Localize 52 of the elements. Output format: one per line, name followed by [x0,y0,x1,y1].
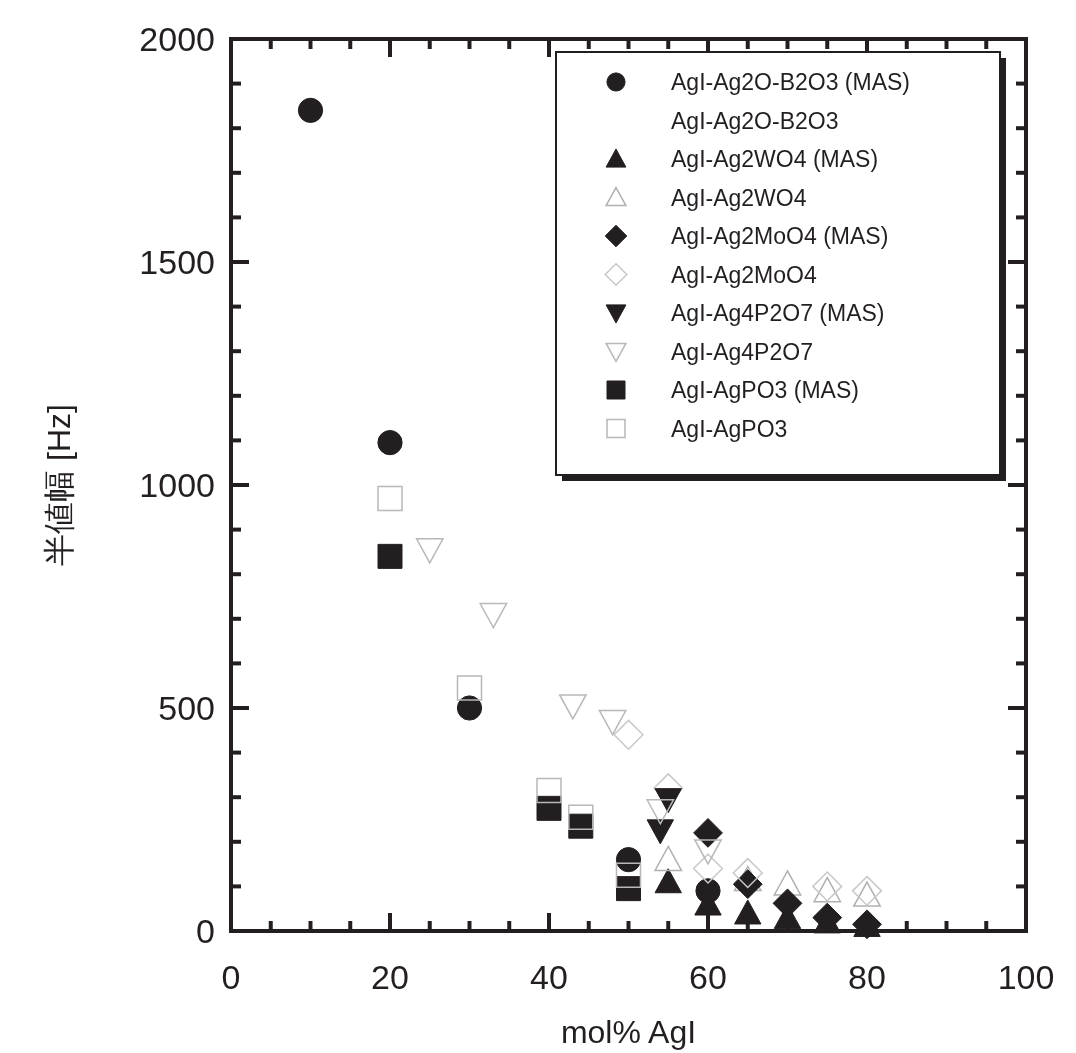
x-axis-title: mol% AgI [560,1014,697,1050]
point [377,543,403,569]
point [734,899,762,925]
point [654,868,682,894]
point [732,869,763,900]
point [654,845,683,872]
x-tick-label: 40 [530,958,568,996]
point [568,804,594,831]
legend-label: AgI-AgPO3 (MAS) [671,377,859,403]
x-tick-label: 80 [848,958,886,996]
point [694,839,722,865]
legend-label: AgI-Ag2WO4 (MAS) [671,146,879,172]
point [853,881,881,907]
point [732,857,763,889]
x-tick-label: 20 [371,958,409,996]
point [646,819,674,845]
legend-label: AgI-AgPO3 [671,415,788,442]
legend-label: AgI-Ag2O-B2O3 (MAS) [671,69,911,95]
y-axis-title: 半値幅 [Hz] [41,404,77,566]
point [613,719,644,750]
point [456,675,483,701]
point [615,862,642,888]
y-tick-label: 500 [158,689,215,727]
legend-label: AgI-Ag2MoO4 [671,261,817,288]
x-tick-label: 0 [221,958,241,996]
point [377,430,403,456]
point [558,694,587,720]
point [479,602,508,629]
y-tick-label: 0 [196,912,215,950]
point [615,847,642,873]
legend-label: AgI-Ag2MoO4 (MAS) [671,223,889,249]
y-tick-label: 1500 [139,243,215,281]
legend-label: AgI-Ag4P2O7 (MAS) [671,300,885,326]
point [456,695,483,721]
point [536,795,562,821]
text: AgI-Ag2O-B2O3 [671,107,839,134]
y-tick-label: 1000 [139,466,215,504]
point [851,875,883,907]
point [693,817,723,848]
point [536,777,562,804]
point [616,876,641,902]
legend-label: AgI-Ag2WO4 [671,184,807,211]
point [598,709,627,736]
point [415,538,444,564]
point [646,799,675,825]
x-tick-label: 60 [689,958,727,996]
legend-label: AgI-Ag4P2O7 [671,338,813,365]
point [377,485,403,512]
x-tick-label: 100 [997,958,1055,996]
point [297,97,324,123]
point [692,853,724,884]
y-tick-label: 2000 [139,20,215,58]
